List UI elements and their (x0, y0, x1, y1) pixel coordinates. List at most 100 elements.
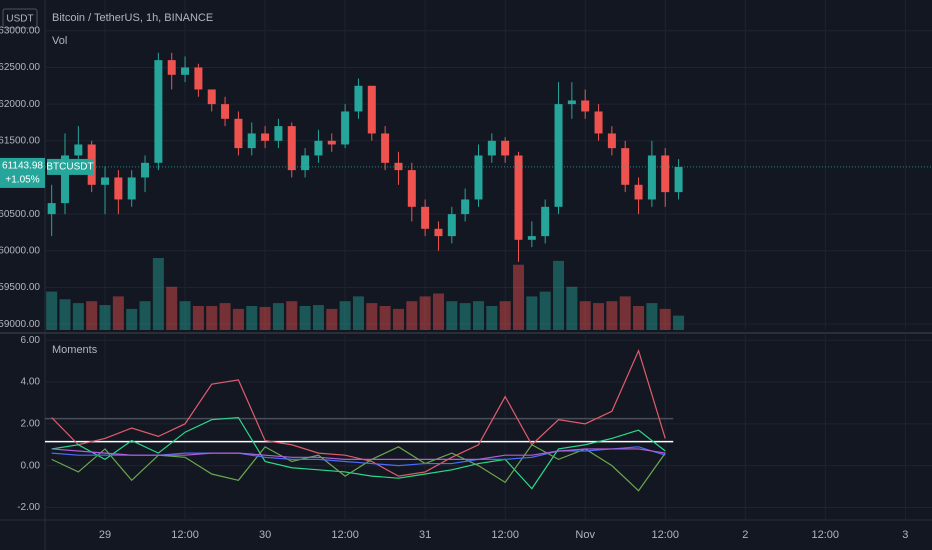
candle-body (194, 67, 203, 90)
y-tick-label: 62000.00 (0, 99, 40, 110)
price-tag (0, 157, 45, 188)
candle-body (674, 166, 683, 193)
volume-bar (112, 296, 124, 330)
candle-body (141, 162, 150, 178)
volume-bar (619, 296, 631, 330)
candle-body (381, 133, 390, 163)
currency-box[interactable] (2, 8, 38, 29)
candle-body (221, 104, 230, 119)
candle-body (354, 85, 363, 112)
y-tick-label: 0.00 (21, 460, 41, 471)
volume-bar (152, 258, 164, 330)
candle-body (327, 140, 336, 145)
volume-bar (219, 303, 231, 330)
indicator-line (51, 448, 666, 460)
volume-bar (486, 306, 498, 330)
price-label: 61143.98 (2, 161, 43, 172)
y-tick-label: 60000.00 (0, 245, 40, 256)
volume-title: Vol (52, 35, 67, 47)
change-label: +1.05% (5, 175, 39, 186)
x-tick-label: 12:00 (171, 529, 199, 541)
volume-bar (326, 308, 338, 330)
volume-bar (232, 308, 244, 330)
candle-body (434, 228, 443, 237)
candle-body (154, 60, 163, 163)
volume-bar (259, 306, 271, 330)
candle-body (474, 155, 483, 200)
candle-body (234, 118, 243, 149)
volume-bar (673, 315, 685, 330)
candle-body (461, 199, 470, 215)
candle-body (607, 133, 616, 149)
candle-body (621, 148, 630, 185)
volume-bar (499, 301, 511, 330)
candle-body (114, 177, 123, 200)
candle-body (501, 140, 510, 156)
candle-body (127, 177, 136, 200)
candle-body (394, 162, 403, 171)
volume-bar (593, 303, 605, 330)
candle-body (407, 170, 416, 207)
candle-body (101, 177, 110, 185)
x-tick-label: 12:00 (651, 529, 679, 541)
volume-bar (206, 306, 218, 330)
volume-bar (286, 301, 298, 330)
candle-body (181, 67, 190, 75)
candle-body (261, 133, 270, 141)
volume-bar (352, 296, 364, 330)
indicator-line (51, 416, 666, 490)
overlay: USDT Bitcoin / TetherUS, 1h, BINANCE Vol… (0, 8, 908, 541)
x-tick-label: 12:00 (331, 529, 359, 541)
volume-bar (472, 301, 484, 330)
y-tick-label: 6.00 (21, 335, 41, 346)
volume-bar (659, 308, 671, 330)
candle-body (634, 184, 643, 200)
candle-body (421, 206, 430, 229)
y-tick-label: 61500.00 (0, 135, 40, 146)
y-tick-label: 60500.00 (0, 209, 40, 220)
candle-body (527, 236, 536, 240)
symbol-label: BTCUSDT (46, 162, 93, 173)
y-tick-label: 62500.00 (0, 62, 40, 73)
y-tick-label: 4.00 (21, 377, 41, 388)
volume-bar (513, 264, 525, 330)
x-tick-label: 2 (742, 529, 748, 541)
candle-body (447, 214, 456, 237)
y-tick-label: 59500.00 (0, 282, 40, 293)
grid (45, 0, 932, 520)
candle-body (61, 155, 70, 204)
candle-body (541, 206, 550, 237)
y-tick-label: 2.00 (21, 418, 41, 429)
volume-bar (366, 303, 378, 330)
volume-bar (299, 306, 311, 330)
volume-bar (179, 301, 191, 330)
candle-body (487, 140, 496, 156)
candle-body (367, 85, 376, 134)
candle-body (647, 155, 656, 200)
candle-body (514, 155, 523, 240)
candle-body (301, 155, 310, 171)
y-tick-label: -2.00 (17, 502, 40, 513)
volume-bar (126, 308, 138, 330)
volume-bar (419, 296, 431, 330)
volume-bar (566, 286, 578, 330)
currency[interactable]: USDT (6, 14, 33, 25)
volume-bar (312, 305, 324, 330)
volume-bar (392, 308, 404, 330)
volume-bar (192, 306, 204, 330)
volume-bar (553, 260, 565, 330)
x-tick-label: 12:00 (491, 529, 519, 541)
volume-bar (526, 296, 538, 330)
candle-body (594, 111, 603, 134)
candle-body (567, 100, 576, 105)
plot (45, 52, 932, 492)
symbol-tag (47, 158, 93, 175)
volume-bar (633, 306, 645, 330)
x-tick-label: 3 (902, 529, 908, 541)
candle-body (581, 100, 590, 112)
volume-bar (432, 293, 444, 330)
candle-body (554, 104, 563, 207)
chart-title: Bitcoin / TetherUS, 1h, BINANCE (52, 12, 213, 24)
